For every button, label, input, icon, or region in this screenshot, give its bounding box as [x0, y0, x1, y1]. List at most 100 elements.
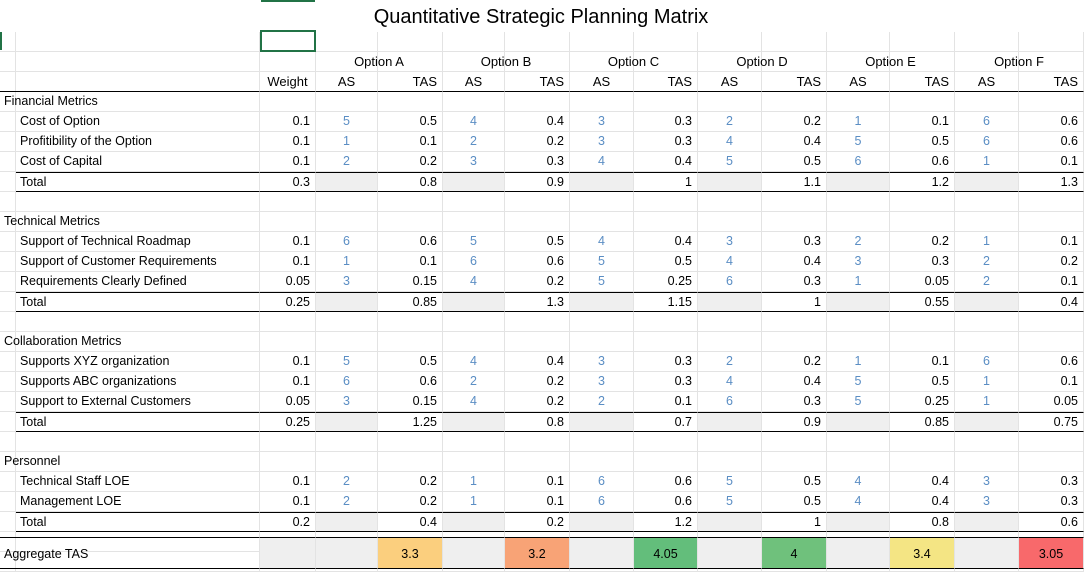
- total-tas[interactable]: 0.75: [1019, 412, 1084, 432]
- empty-cell[interactable]: [762, 212, 827, 232]
- empty-cell[interactable]: [505, 192, 570, 212]
- empty-cell[interactable]: [762, 452, 827, 472]
- as-header[interactable]: AS: [443, 72, 505, 92]
- aggregate-tas[interactable]: 3.05: [1019, 537, 1084, 569]
- as-cell[interactable]: 3: [570, 352, 634, 372]
- empty-cell[interactable]: [890, 92, 955, 112]
- tas-cell[interactable]: 0.6: [1019, 112, 1084, 132]
- option-header[interactable]: Option D: [698, 52, 827, 72]
- tas-cell[interactable]: 0.3: [634, 352, 698, 372]
- tas-cell[interactable]: 0.2: [890, 232, 955, 252]
- tas-header[interactable]: TAS: [505, 72, 570, 92]
- empty-cell[interactable]: [698, 432, 762, 452]
- empty-cell[interactable]: [827, 92, 890, 112]
- empty-cell[interactable]: [570, 212, 634, 232]
- empty-cell[interactable]: [827, 212, 890, 232]
- tas-cell[interactable]: 0.5: [378, 352, 443, 372]
- total-tas[interactable]: 0.9: [762, 412, 827, 432]
- empty-cell[interactable]: [505, 432, 570, 452]
- total-label[interactable]: Total: [16, 292, 260, 312]
- tas-cell[interactable]: 0.3: [762, 232, 827, 252]
- aggregate-tas[interactable]: 3.4: [890, 537, 955, 569]
- weight-cell[interactable]: 0.1: [260, 232, 316, 252]
- empty-cell[interactable]: [698, 32, 762, 52]
- empty-cell[interactable]: [827, 32, 890, 52]
- empty-cell[interactable]: [698, 332, 762, 352]
- as-cell[interactable]: 1: [955, 392, 1019, 412]
- empty-cell[interactable]: [443, 32, 505, 52]
- total-tas[interactable]: 0.7: [634, 412, 698, 432]
- as-cell[interactable]: 4: [570, 152, 634, 172]
- tas-cell[interactable]: 0.1: [378, 132, 443, 152]
- empty-cell[interactable]: [762, 432, 827, 452]
- weight-cell[interactable]: 0.1: [260, 492, 316, 512]
- as-cell[interactable]: 5: [570, 252, 634, 272]
- total-as-blank[interactable]: [316, 292, 378, 312]
- as-cell[interactable]: 3: [570, 112, 634, 132]
- total-tas[interactable]: 0.8: [505, 412, 570, 432]
- empty-cell[interactable]: [505, 452, 570, 472]
- aggregate-as-blank[interactable]: [443, 537, 505, 569]
- tas-cell[interactable]: 0.6: [1019, 352, 1084, 372]
- metric-label[interactable]: Cost of Option: [16, 112, 260, 132]
- empty-cell[interactable]: [505, 332, 570, 352]
- as-cell[interactable]: 1: [955, 152, 1019, 172]
- aggregate-tas[interactable]: 4: [762, 537, 827, 569]
- empty-cell[interactable]: [698, 212, 762, 232]
- metric-label[interactable]: Support to External Customers: [16, 392, 260, 412]
- tas-cell[interactable]: 0.6: [634, 472, 698, 492]
- empty-cell[interactable]: [1019, 332, 1084, 352]
- total-tas[interactable]: 1.3: [505, 292, 570, 312]
- empty-cell[interactable]: [698, 92, 762, 112]
- as-cell[interactable]: 3: [955, 492, 1019, 512]
- as-cell[interactable]: 4: [698, 252, 762, 272]
- empty-cell[interactable]: [260, 192, 316, 212]
- as-cell[interactable]: 2: [443, 132, 505, 152]
- empty-cell[interactable]: [0, 352, 16, 372]
- empty-cell[interactable]: [378, 212, 443, 232]
- tas-cell[interactable]: 0.6: [505, 252, 570, 272]
- empty-cell[interactable]: [570, 32, 634, 52]
- empty-cell[interactable]: [0, 412, 16, 432]
- as-cell[interactable]: 5: [698, 492, 762, 512]
- aggregate-as-blank[interactable]: [570, 537, 634, 569]
- weight-cell[interactable]: 0.1: [260, 372, 316, 392]
- aggregate-tas[interactable]: 4.05: [634, 537, 698, 569]
- empty-cell[interactable]: [1019, 432, 1084, 452]
- tas-cell[interactable]: 0.1: [1019, 152, 1084, 172]
- empty-cell[interactable]: [443, 212, 505, 232]
- tas-header[interactable]: TAS: [378, 72, 443, 92]
- option-header[interactable]: Option E: [827, 52, 955, 72]
- tas-cell[interactable]: 0.2: [505, 132, 570, 152]
- empty-cell[interactable]: [1019, 312, 1084, 332]
- empty-cell[interactable]: [260, 312, 316, 332]
- weight-cell[interactable]: 0.1: [260, 472, 316, 492]
- as-cell[interactable]: 3: [570, 132, 634, 152]
- metric-label[interactable]: Technical Staff LOE: [16, 472, 260, 492]
- as-cell[interactable]: 1: [827, 352, 890, 372]
- empty-cell[interactable]: [316, 192, 378, 212]
- empty-cell[interactable]: [890, 192, 955, 212]
- total-as-blank[interactable]: [698, 412, 762, 432]
- as-header[interactable]: AS: [570, 72, 634, 92]
- empty-cell[interactable]: [827, 432, 890, 452]
- tas-cell[interactable]: 0.2: [1019, 252, 1084, 272]
- as-cell[interactable]: 5: [827, 372, 890, 392]
- empty-cell[interactable]: [260, 332, 316, 352]
- tas-cell[interactable]: 0.6: [1019, 132, 1084, 152]
- empty-cell[interactable]: [0, 232, 16, 252]
- empty-cell[interactable]: [0, 312, 16, 332]
- empty-cell[interactable]: [762, 32, 827, 52]
- tas-cell[interactable]: 0.2: [762, 112, 827, 132]
- total-tas[interactable]: 1.2: [890, 172, 955, 192]
- tas-cell[interactable]: 0.3: [634, 372, 698, 392]
- total-as-blank[interactable]: [955, 292, 1019, 312]
- tas-cell[interactable]: 0.1: [1019, 232, 1084, 252]
- as-cell[interactable]: 4: [570, 232, 634, 252]
- as-cell[interactable]: 1: [827, 272, 890, 292]
- tas-cell[interactable]: 0.1: [1019, 272, 1084, 292]
- as-cell[interactable]: 4: [827, 492, 890, 512]
- tas-cell[interactable]: 0.5: [762, 152, 827, 172]
- as-cell[interactable]: 5: [316, 112, 378, 132]
